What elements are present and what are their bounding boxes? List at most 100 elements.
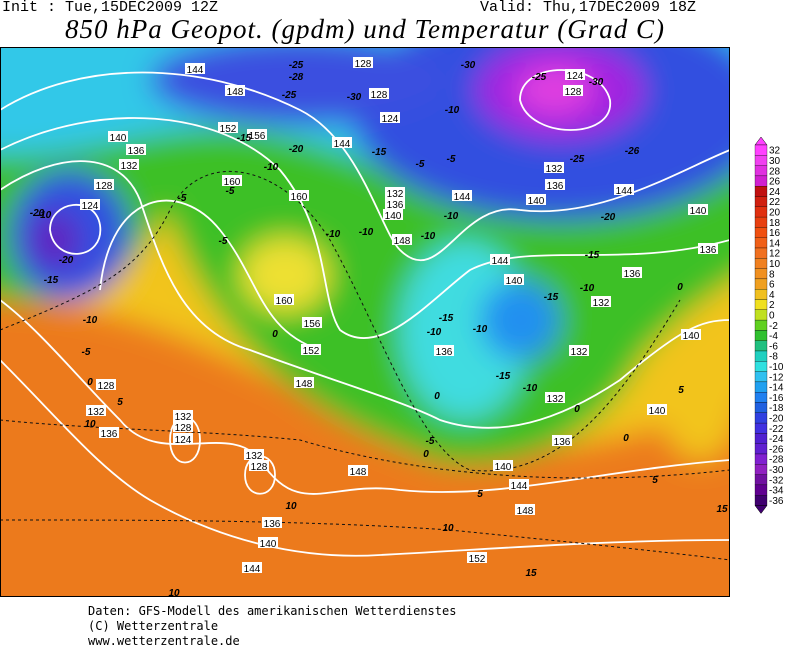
height-label: 148 — [394, 236, 411, 247]
height-label-box — [647, 404, 667, 415]
color-legend: 32302826242220181614121086420-2-4-6-8-10… — [754, 136, 784, 514]
temp-label: -15 — [372, 147, 387, 158]
legend-label: -34 — [769, 486, 784, 497]
legend-label: -24 — [769, 434, 784, 445]
legend-swatch — [754, 144, 768, 156]
height-label-box — [493, 460, 513, 471]
legend-swatch — [754, 196, 768, 207]
height-label-box — [622, 267, 642, 278]
temp-label: 5 — [117, 397, 123, 408]
height-label: 128 — [251, 462, 268, 473]
height-label-box — [545, 392, 565, 403]
height-label-box — [126, 144, 146, 155]
temp-label: 15 — [716, 504, 728, 515]
legend-label: 14 — [769, 238, 781, 249]
legend-swatch — [754, 237, 768, 249]
legend-swatch — [754, 350, 768, 362]
temp-label: -5 — [416, 159, 425, 170]
height-label: 152 — [303, 346, 320, 357]
height-label-box — [385, 198, 405, 209]
temp-label: 10 — [442, 523, 454, 534]
temp-label: -10 — [580, 283, 595, 294]
height-label-box — [294, 377, 314, 388]
height-label-box — [392, 234, 412, 245]
height-label: 128 — [565, 87, 582, 98]
height-label-box — [565, 69, 585, 80]
height-label-box — [380, 112, 400, 123]
legend-label: 28 — [769, 166, 781, 177]
temp-label: -10 — [421, 231, 436, 242]
temp-label: -15 — [439, 313, 454, 324]
legend-label: 8 — [769, 269, 775, 280]
height-label-box — [688, 204, 708, 215]
height-label: 128 — [98, 381, 115, 392]
height-label-box — [301, 344, 321, 355]
height-label-box — [96, 379, 116, 390]
height-label: 136 — [700, 245, 717, 256]
temp-label: 0 — [423, 449, 429, 460]
temp-label: -10 — [427, 327, 442, 338]
height-label-box — [545, 179, 565, 190]
legend-swatch — [754, 165, 768, 177]
legend-swatch — [754, 216, 768, 228]
height-label-box — [591, 296, 611, 307]
temp-label: 10 — [168, 588, 180, 597]
height-label: 136 — [436, 347, 453, 358]
temp-label: 10 — [84, 419, 96, 430]
height-label-box — [302, 317, 322, 328]
height-label-box — [509, 479, 529, 490]
height-label: 132 — [175, 412, 192, 423]
height-label: 136 — [128, 146, 145, 157]
height-label-box — [94, 179, 114, 190]
height-label: 128 — [371, 90, 388, 101]
height-label-box — [108, 131, 128, 142]
legend-swatch — [754, 443, 768, 455]
height-label-box — [247, 129, 267, 140]
temp-label: 0 — [87, 377, 93, 388]
temp-label: 0 — [677, 282, 683, 293]
legend-swatch — [754, 175, 768, 187]
height-label: 132 — [546, 164, 563, 175]
height-label-box — [242, 562, 262, 573]
temp-label: 0 — [272, 329, 278, 340]
height-label: 152 — [220, 124, 237, 135]
temp-label: -25 — [532, 72, 547, 83]
legend-label: 32 — [769, 146, 781, 157]
legend-swatch — [754, 247, 768, 259]
temp-label: -10 — [444, 211, 459, 222]
height-label-box — [119, 159, 139, 170]
height-label-box — [504, 274, 524, 285]
height-label: 140 — [690, 206, 707, 217]
legend-swatch — [754, 268, 768, 280]
legend-label: -30 — [769, 465, 784, 476]
legend-label: -2 — [769, 321, 778, 332]
legend-top-arrow — [754, 136, 768, 146]
legend-swatch — [754, 412, 768, 424]
height-label: 160 — [224, 177, 241, 188]
legend-swatch — [754, 309, 768, 321]
height-label-box — [173, 421, 193, 432]
temp-label: -5 — [219, 236, 228, 247]
height-label: 140 — [110, 133, 127, 144]
legend-swatch — [754, 278, 768, 290]
height-label: 144 — [511, 481, 528, 492]
map-frame — [0, 47, 730, 597]
height-label-box — [490, 254, 510, 265]
height-label-box — [289, 190, 309, 201]
legend-swatch — [754, 330, 768, 341]
legend-label: 24 — [769, 187, 781, 198]
legend-swatch — [754, 361, 768, 372]
height-label: 140 — [506, 276, 523, 287]
height-label: 136 — [264, 519, 281, 530]
height-label-box — [614, 184, 634, 195]
legend-swatch — [754, 155, 768, 166]
height-label-box — [218, 122, 238, 133]
height-label: 132 — [571, 347, 588, 358]
temp-label: -30 — [589, 77, 604, 88]
footer-url: www.wetterzentrale.de — [88, 634, 240, 648]
height-label-box — [173, 410, 193, 421]
height-label: 152 — [469, 554, 486, 565]
legend-swatch — [754, 319, 768, 331]
temp-label: -20 — [289, 144, 304, 155]
